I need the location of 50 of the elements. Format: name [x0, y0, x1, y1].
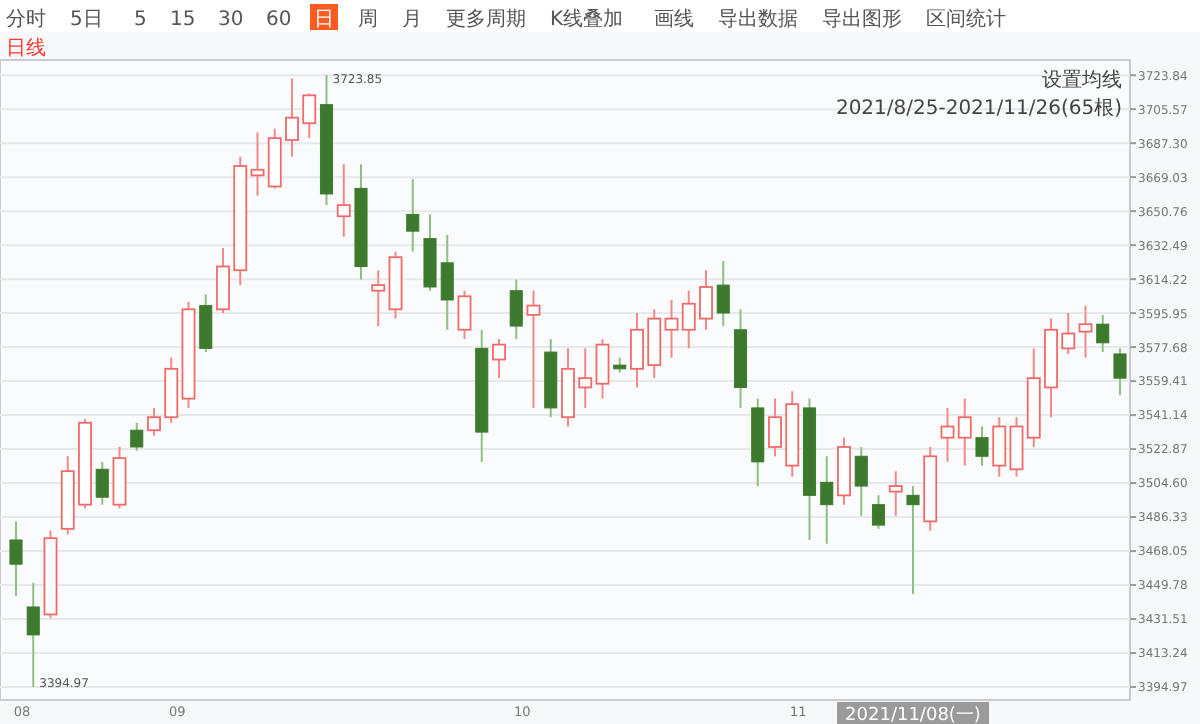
candlestick	[199, 293, 213, 354]
text: 日	[314, 9, 334, 31]
candlestick	[1009, 416, 1024, 478]
candlestick	[888, 470, 903, 517]
candlestick	[871, 494, 886, 530]
text: 2021/11/08(一)	[845, 706, 981, 724]
text: 5日	[70, 9, 103, 31]
candlestick	[440, 233, 454, 331]
candlestick	[9, 520, 23, 597]
candlestick	[1096, 313, 1110, 354]
candlestick	[664, 299, 679, 359]
candlestick	[492, 338, 506, 380]
candlestick	[95, 460, 109, 506]
candlestick	[509, 278, 523, 341]
candlestick	[992, 416, 1007, 478]
candlestick	[250, 131, 265, 197]
text: 月	[402, 9, 422, 31]
candlestick	[595, 338, 610, 400]
candlestick	[130, 421, 144, 452]
candlestick	[371, 269, 386, 328]
text: 导出数据	[718, 7, 798, 31]
candlestick	[457, 289, 472, 341]
candlestick	[940, 406, 955, 463]
annotation: 设置均线	[1042, 68, 1122, 92]
text: 30	[218, 9, 244, 31]
text: 5	[134, 9, 147, 31]
text: 导出图形	[822, 7, 902, 31]
candlestick	[820, 455, 834, 545]
text: 画线	[654, 7, 694, 31]
candlestick	[336, 163, 351, 238]
candlestick	[906, 485, 920, 595]
text: 15	[170, 9, 196, 31]
candlestick	[716, 259, 730, 328]
candlestick	[112, 445, 127, 510]
candlestick	[1113, 347, 1127, 396]
text: 更多周期	[446, 7, 526, 31]
text: 分时	[6, 7, 46, 31]
annotation: 日线	[6, 36, 46, 60]
candlestick	[26, 581, 40, 689]
candlestick	[1078, 304, 1093, 359]
candlestick	[526, 289, 541, 409]
text: 周	[358, 9, 378, 31]
text: K线叠加	[550, 7, 624, 31]
candlestick	[957, 397, 972, 467]
candlestick	[975, 425, 989, 467]
annotation: 2021/8/25-2021/11/26(65根)	[835, 96, 1123, 120]
text: 60	[266, 9, 292, 31]
candlestick	[854, 445, 868, 517]
text: 区间统计	[926, 7, 1006, 31]
candlestick	[406, 178, 420, 253]
